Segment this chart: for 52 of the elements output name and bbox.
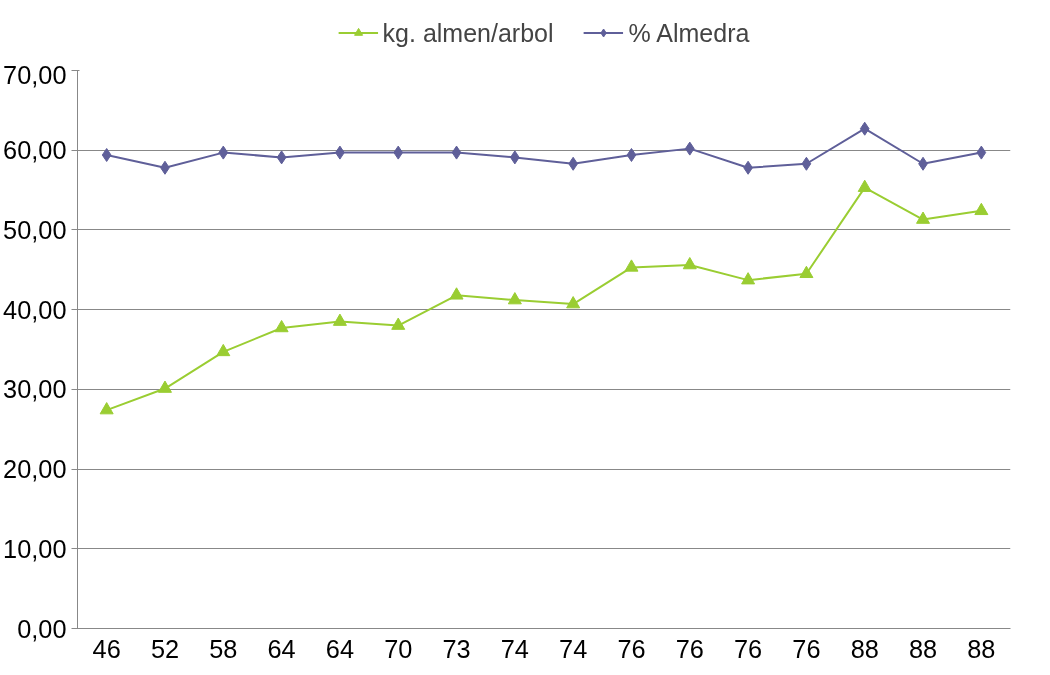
x-tick-label: 76 [792, 634, 821, 663]
point [859, 121, 870, 136]
y-tick-label: 10,00 [3, 534, 67, 563]
point [626, 148, 637, 162]
point [916, 211, 931, 224]
x-tick-label: 88 [967, 634, 996, 663]
point [101, 148, 112, 162]
legend-label: kg. almen/arbol [382, 18, 554, 47]
x-tick-label: 74 [500, 634, 529, 663]
x-tick-label: 73 [442, 634, 471, 663]
x-tick-label: 76 [617, 634, 646, 663]
point [857, 179, 872, 192]
legend-label: % Almedra [628, 18, 750, 47]
y-tick-label: 60,00 [3, 136, 67, 165]
x-tick-label: 88 [850, 634, 879, 663]
point [451, 145, 462, 160]
point [218, 145, 229, 160]
x-tick-label: 46 [92, 634, 121, 663]
x-tick-label: 58 [209, 634, 238, 663]
point [216, 343, 231, 357]
point [332, 313, 347, 326]
point [391, 317, 406, 330]
point [976, 145, 987, 160]
x-tick-label: 88 [908, 634, 938, 663]
point [741, 272, 756, 285]
point [276, 150, 287, 165]
point [449, 287, 464, 300]
point [157, 380, 172, 393]
point [624, 259, 639, 272]
x-tick-label: 76 [734, 634, 763, 663]
x-tick-label: 76 [675, 634, 704, 663]
point [974, 202, 989, 216]
point [99, 402, 114, 415]
point [682, 257, 697, 270]
x-tick-label: 64 [325, 634, 355, 663]
point [566, 296, 581, 309]
point [393, 145, 404, 160]
point [801, 156, 812, 171]
y-tick-label: 50,00 [3, 215, 67, 244]
x-tick-label: 70 [384, 634, 413, 663]
y-tick-label: 70,00 [3, 60, 67, 89]
y-tick-label: 20,00 [3, 455, 67, 484]
point [799, 265, 814, 279]
y-tick-label: 40,00 [3, 295, 67, 324]
x-tick-label: 64 [267, 634, 296, 663]
y-tick-label: 30,00 [3, 375, 67, 404]
point [507, 292, 522, 305]
x-tick-label: 74 [559, 634, 588, 663]
point [274, 319, 289, 333]
x-tick-label: 52 [150, 634, 180, 663]
point [684, 141, 695, 156]
y-tick-label: 0,00 [17, 614, 67, 643]
